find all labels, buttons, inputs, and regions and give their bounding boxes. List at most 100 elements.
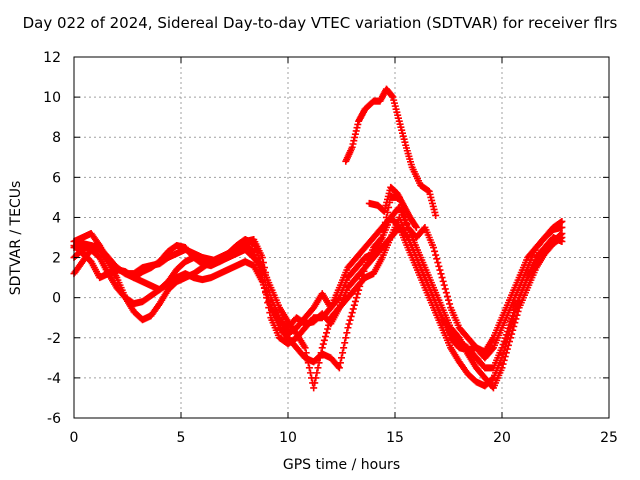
data-point <box>430 244 438 252</box>
data-point <box>338 354 345 362</box>
y-tick-label: 10 <box>43 90 61 106</box>
data-point <box>431 247 439 255</box>
data-point <box>381 218 389 226</box>
data-point <box>436 266 444 274</box>
data-point <box>488 345 496 353</box>
data-point <box>319 340 327 348</box>
data-point <box>378 234 386 241</box>
data-point <box>318 344 326 352</box>
x-axis-label: GPS time / hours <box>282 457 401 473</box>
y-tick-label: -4 <box>47 371 61 387</box>
data-point <box>351 133 359 141</box>
y-tick-label: -6 <box>47 411 61 427</box>
data-point <box>258 278 266 286</box>
data-point <box>344 324 352 332</box>
data-point <box>335 364 343 372</box>
y-tick-label: 4 <box>52 210 61 226</box>
data-point <box>317 349 325 357</box>
data-point <box>302 349 310 357</box>
x-tick-label: 20 <box>493 430 511 446</box>
data-point <box>505 321 513 329</box>
data-point <box>502 349 510 357</box>
data-point <box>312 374 320 382</box>
data-point <box>499 341 507 349</box>
data-point <box>498 344 506 352</box>
data-point <box>446 300 454 308</box>
x-tick-label: 0 <box>70 430 79 446</box>
series-4 <box>70 193 566 362</box>
data-point <box>439 277 447 285</box>
data-point <box>503 328 511 336</box>
data-point <box>351 130 359 138</box>
data-point <box>445 296 452 304</box>
y-tick-label: 8 <box>52 130 61 146</box>
data-point <box>304 359 312 367</box>
x-tick-label: 15 <box>386 430 404 446</box>
data-point <box>503 345 511 353</box>
data-point <box>502 331 510 339</box>
data-point <box>435 262 443 270</box>
data-point <box>432 211 440 219</box>
data-point <box>440 281 448 289</box>
x-tick-label: 10 <box>279 430 297 446</box>
axis-layer: 0 5 10 15 20 25 -6 -4 -2 0 2 4 6 8 10 12 <box>43 50 618 446</box>
data-point <box>325 321 333 329</box>
y-axis-label: SDTVAR / TECUs <box>8 180 24 296</box>
data-point <box>259 281 267 289</box>
data-point <box>501 353 509 361</box>
data-point <box>343 329 351 337</box>
data-point <box>433 255 441 263</box>
data-point <box>348 309 356 317</box>
data-point <box>311 379 319 387</box>
data-point <box>258 254 266 262</box>
data-point <box>339 349 347 357</box>
grid-layer <box>74 57 609 418</box>
series-1 <box>70 223 566 356</box>
data-point <box>310 384 318 392</box>
data-point <box>488 375 496 383</box>
data-point <box>334 295 342 303</box>
data-point <box>265 297 273 305</box>
data-layer <box>70 85 566 392</box>
y-tick-label: 6 <box>52 170 61 186</box>
data-point <box>350 137 358 145</box>
data-point <box>313 369 321 377</box>
data-point <box>498 364 506 372</box>
data-point <box>350 301 358 309</box>
data-point <box>352 294 360 302</box>
data-point <box>438 274 446 282</box>
data-point <box>324 325 332 333</box>
data-point <box>432 251 440 259</box>
series-5 <box>70 213 566 392</box>
data-point <box>314 364 322 372</box>
data-point <box>557 230 565 238</box>
data-point <box>316 354 324 362</box>
data-point <box>353 124 361 132</box>
data-point <box>437 270 445 278</box>
y-tick-label: 0 <box>52 291 61 307</box>
data-point <box>558 229 566 237</box>
chart-title: Day 022 of 2024, Sidereal Day-to-day VTE… <box>22 14 618 32</box>
series-7 <box>365 183 420 231</box>
data-point <box>262 287 270 295</box>
data-point <box>380 223 388 231</box>
data-point <box>305 364 313 372</box>
data-point <box>303 354 311 362</box>
y-tick-label: 2 <box>52 251 61 267</box>
data-point <box>412 223 420 231</box>
data-point <box>341 339 349 347</box>
data-point <box>345 320 353 328</box>
data-point <box>323 329 331 337</box>
data-point <box>403 220 411 228</box>
data-point <box>347 312 355 320</box>
data-point <box>301 344 309 352</box>
data-point <box>342 334 350 342</box>
data-point <box>558 223 566 231</box>
data-point <box>500 356 508 364</box>
data-point <box>348 143 356 151</box>
data-point <box>442 289 450 297</box>
data-point <box>509 326 517 334</box>
data-point <box>354 120 362 128</box>
data-point <box>352 127 360 135</box>
